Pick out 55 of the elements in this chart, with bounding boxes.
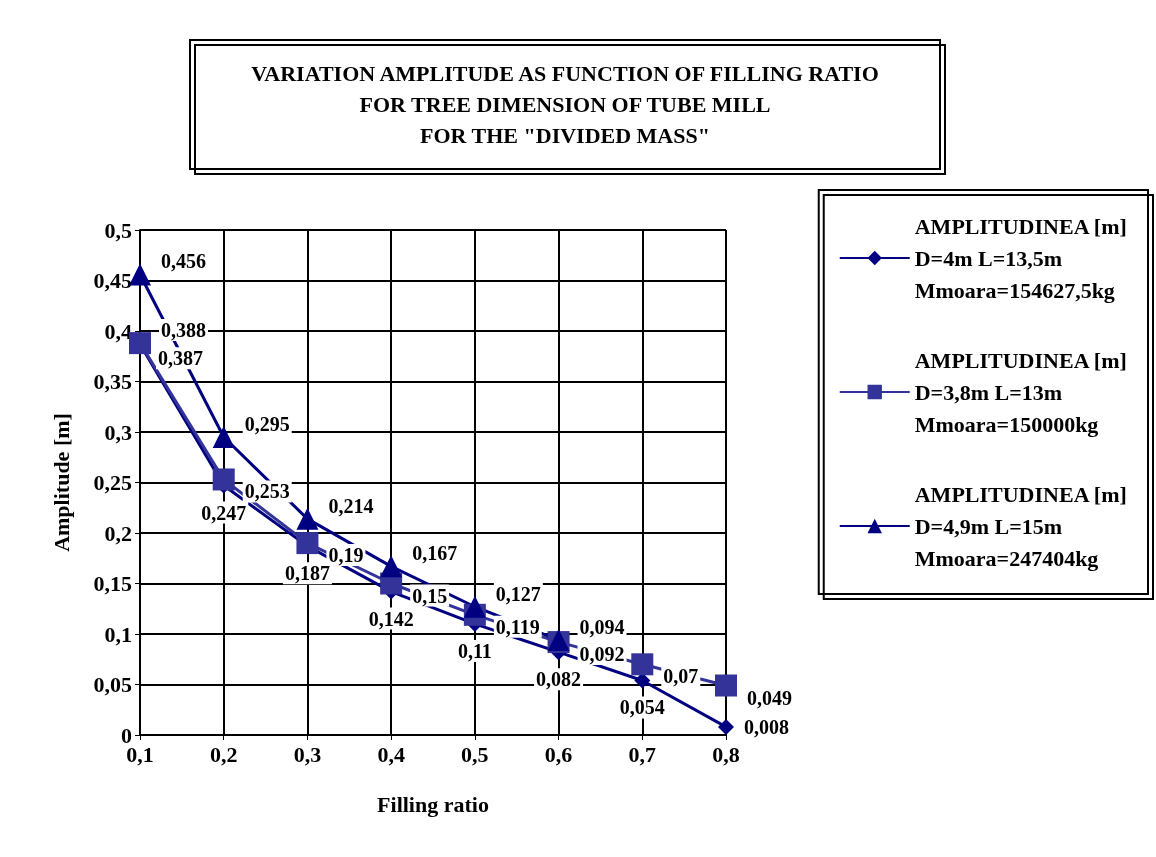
y-tick-label: 0,1 — [104, 621, 132, 647]
y-tick-label: 0,35 — [93, 369, 132, 394]
point — [631, 653, 654, 676]
point — [718, 718, 734, 735]
data-label: 0,295 — [244, 413, 290, 436]
data-label: 0,008 — [744, 715, 789, 738]
legend-label: AMPLITUDINEA [m] D=4m L=13,5m Mmoara=154627,5kg — [914, 213, 1127, 303]
legend-label: AMPLITUDINEA [m] D=4,9m L=15m Mmoara=247404kg — [914, 481, 1127, 571]
x-tick-label: 0,7 — [628, 741, 657, 767]
data-label: 0,167 — [412, 542, 458, 565]
data-label: 0,11 — [457, 639, 492, 662]
x-tick-label: 0,4 — [377, 741, 405, 767]
data-label: 0,253 — [244, 480, 290, 503]
data-label: 0,247 — [201, 501, 247, 524]
y-tick-label: 0,15 — [93, 571, 132, 596]
data-label: 0,387 — [158, 347, 203, 370]
y-tick-label: 0,45 — [93, 268, 132, 293]
data-label: 0,214 — [328, 494, 374, 517]
data-label: 0,092 — [579, 643, 625, 666]
data-label: 0,142 — [368, 607, 414, 630]
data-label: 0,388 — [161, 319, 206, 342]
y-tick-label: 0,05 — [93, 672, 132, 697]
data-label: 0,094 — [579, 616, 625, 639]
data-label: 0,082 — [536, 668, 582, 691]
point — [463, 595, 486, 618]
data-label: 0,049 — [747, 686, 792, 709]
x-tick-label: 0,6 — [544, 741, 573, 767]
chart-title: VARIATION AMPLITUDE AS FUNCTION OF FILLING RATIO FOR TREE DIMENSION OF TUBE MILL FOR THE "DIVIDED MASS" — [251, 61, 879, 148]
x-tick-label: 0,5 — [461, 741, 489, 767]
point — [296, 507, 319, 530]
y-axis-title: Amplitude [m] — [48, 413, 74, 552]
legend-label: AMPLITUDINEA [m] D=3,8m L=13m Mmoara=150000kg — [914, 347, 1127, 437]
data-label: 0,15 — [412, 584, 448, 607]
y-tick-label: 0 — [121, 722, 132, 748]
x-axis-title: Filling ratio — [377, 791, 489, 817]
point — [380, 555, 403, 578]
y-tick-label: 0,2 — [104, 520, 132, 546]
point — [715, 674, 737, 697]
y-tick-label: 0,25 — [93, 470, 132, 495]
data-label: 0,456 — [161, 250, 206, 273]
data-label: 0,119 — [495, 615, 540, 638]
point — [212, 426, 235, 449]
x-tick-label: 0,2 — [209, 741, 238, 767]
data-label: 0,19 — [328, 544, 364, 567]
data-label: 0,187 — [284, 562, 330, 585]
x-tick-label: 0,8 — [712, 741, 740, 767]
data-label: 0,07 — [663, 665, 699, 688]
point — [129, 332, 151, 355]
y-tick-label: 0,5 — [104, 217, 132, 243]
x-tick-label: 0,3 — [293, 741, 322, 767]
point — [129, 263, 151, 286]
data-label: 0,127 — [495, 582, 541, 605]
data-label: 0,054 — [619, 696, 665, 719]
point — [296, 532, 319, 555]
y-tick-label: 0,3 — [104, 419, 132, 445]
